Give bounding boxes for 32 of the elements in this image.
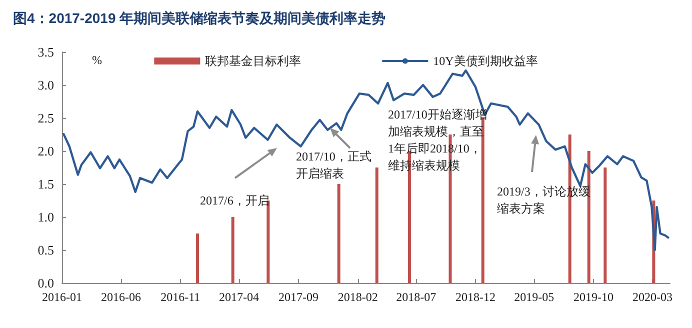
x-tick-label: 2019-10 — [574, 290, 614, 304]
x-tick-label: 2018-12 — [455, 290, 496, 304]
bar — [231, 217, 234, 283]
y-tick-label: 1.0 — [38, 210, 54, 224]
x-tick-label: 2017-04 — [219, 290, 260, 304]
x-tick-label: 2016-06 — [101, 290, 142, 304]
chart-title: 图4：2017-2019 年期间美联储缩表节奏及期间美债利率走势 — [13, 10, 386, 26]
y-axis-title: % — [92, 53, 102, 67]
bar — [375, 168, 378, 283]
x-tick-label: 2018-02 — [338, 290, 378, 304]
x-tick-label: 2016-01 — [42, 290, 82, 304]
y-tick-label: 3.5 — [38, 44, 54, 60]
x-tick-label: 2018-07 — [396, 290, 436, 304]
x-tick-label: 2016-11 — [160, 290, 200, 304]
line-series — [62, 69, 670, 252]
y-tick-label: 2.5 — [38, 110, 54, 126]
y-tick-label: 0.5 — [38, 242, 54, 258]
legend-label: 10Y美债到期收益率 — [433, 54, 538, 68]
annotation: 2017/6，开启 — [200, 194, 270, 208]
bar — [266, 200, 270, 283]
legend-label: 联邦基金目标利率 — [205, 54, 302, 68]
x-tick-label: 2020-03 — [632, 290, 673, 304]
y-tick-label: 2.0 — [38, 144, 54, 158]
bar — [196, 234, 199, 283]
x-tick-label: 2017-09 — [278, 290, 318, 304]
y-tick-label: 0.0 — [38, 276, 54, 290]
y-tick-label: 3.0 — [38, 78, 54, 92]
x-tick-label: 2019-05 — [514, 290, 554, 304]
annotation: 2017/10，正式开启缩表 — [296, 150, 372, 180]
bar — [337, 184, 340, 283]
y-tick-label: 1.5 — [38, 176, 54, 192]
bar — [604, 168, 607, 283]
